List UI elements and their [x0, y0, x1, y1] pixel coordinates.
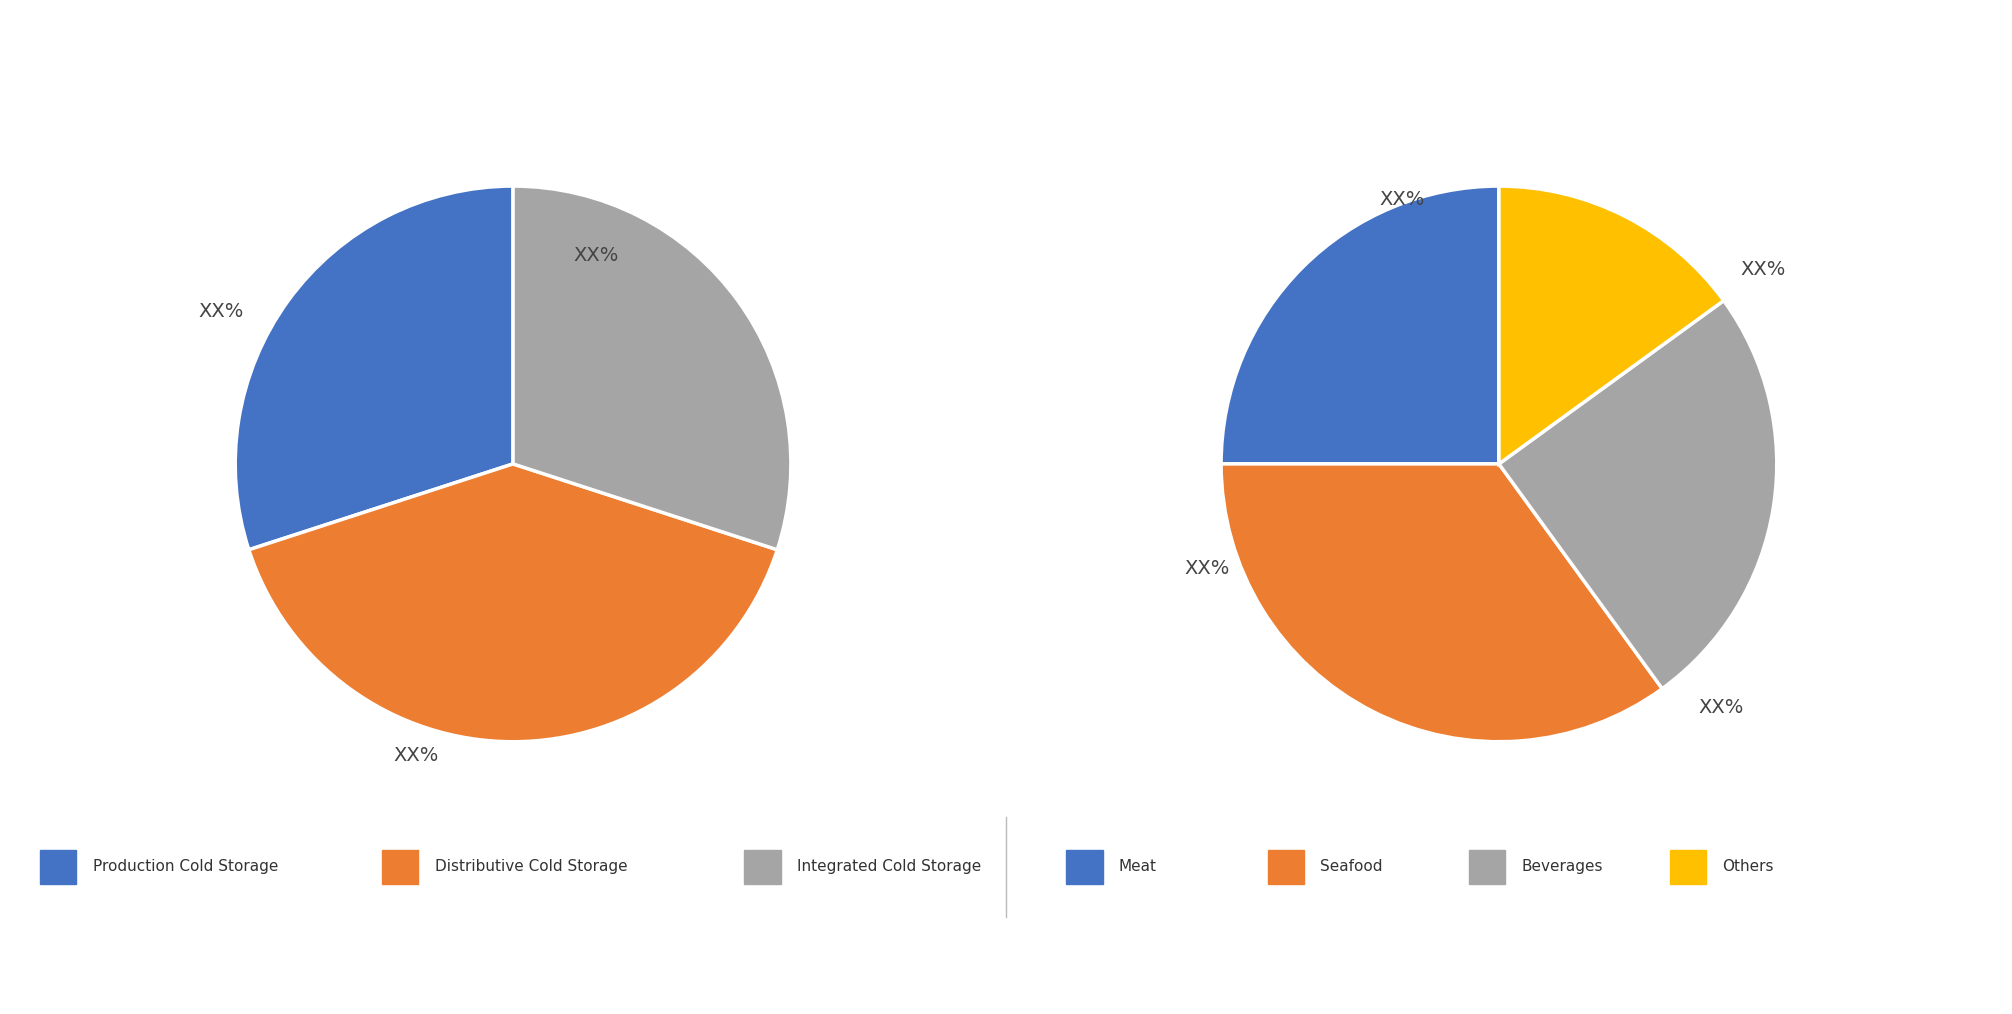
Text: Email: sales@theindustrystats.com: Email: sales@theindustrystats.com — [724, 961, 1026, 975]
Bar — [1469, 850, 1505, 884]
Text: XX%: XX% — [1698, 698, 1744, 717]
Wedge shape — [1499, 300, 1777, 689]
Text: Beverages: Beverages — [1521, 860, 1604, 874]
Text: XX%: XX% — [573, 246, 620, 265]
Bar — [40, 850, 76, 884]
Bar — [744, 850, 781, 884]
Text: Website: www.theindustrystats.com: Website: www.theindustrystats.com — [1449, 961, 1760, 975]
Wedge shape — [513, 186, 791, 550]
Text: XX%: XX% — [1185, 559, 1229, 578]
Bar — [382, 850, 418, 884]
Text: Seafood: Seafood — [1320, 860, 1382, 874]
Wedge shape — [235, 186, 513, 550]
Text: XX%: XX% — [1378, 191, 1424, 210]
Text: Fig. Global Refrigerated Warehouse Market Share by Product Types & Application: Fig. Global Refrigerated Warehouse Marke… — [24, 51, 1241, 77]
Text: Distributive Cold Storage: Distributive Cold Storage — [435, 860, 628, 874]
Text: Source: Theindustrystats Analysis: Source: Theindustrystats Analysis — [40, 961, 334, 975]
Bar — [1066, 850, 1103, 884]
Text: Integrated Cold Storage: Integrated Cold Storage — [797, 860, 982, 874]
Text: Production Cold Storage: Production Cold Storage — [93, 860, 278, 874]
Wedge shape — [1221, 463, 1662, 741]
Bar — [1670, 850, 1706, 884]
Text: XX%: XX% — [392, 746, 439, 766]
Wedge shape — [1221, 186, 1499, 463]
Wedge shape — [1499, 186, 1724, 463]
Text: XX%: XX% — [1740, 260, 1785, 279]
Text: Meat: Meat — [1119, 860, 1157, 874]
Text: XX%: XX% — [199, 301, 243, 320]
Wedge shape — [249, 463, 777, 742]
Text: Others: Others — [1722, 860, 1775, 874]
Bar — [1268, 850, 1304, 884]
